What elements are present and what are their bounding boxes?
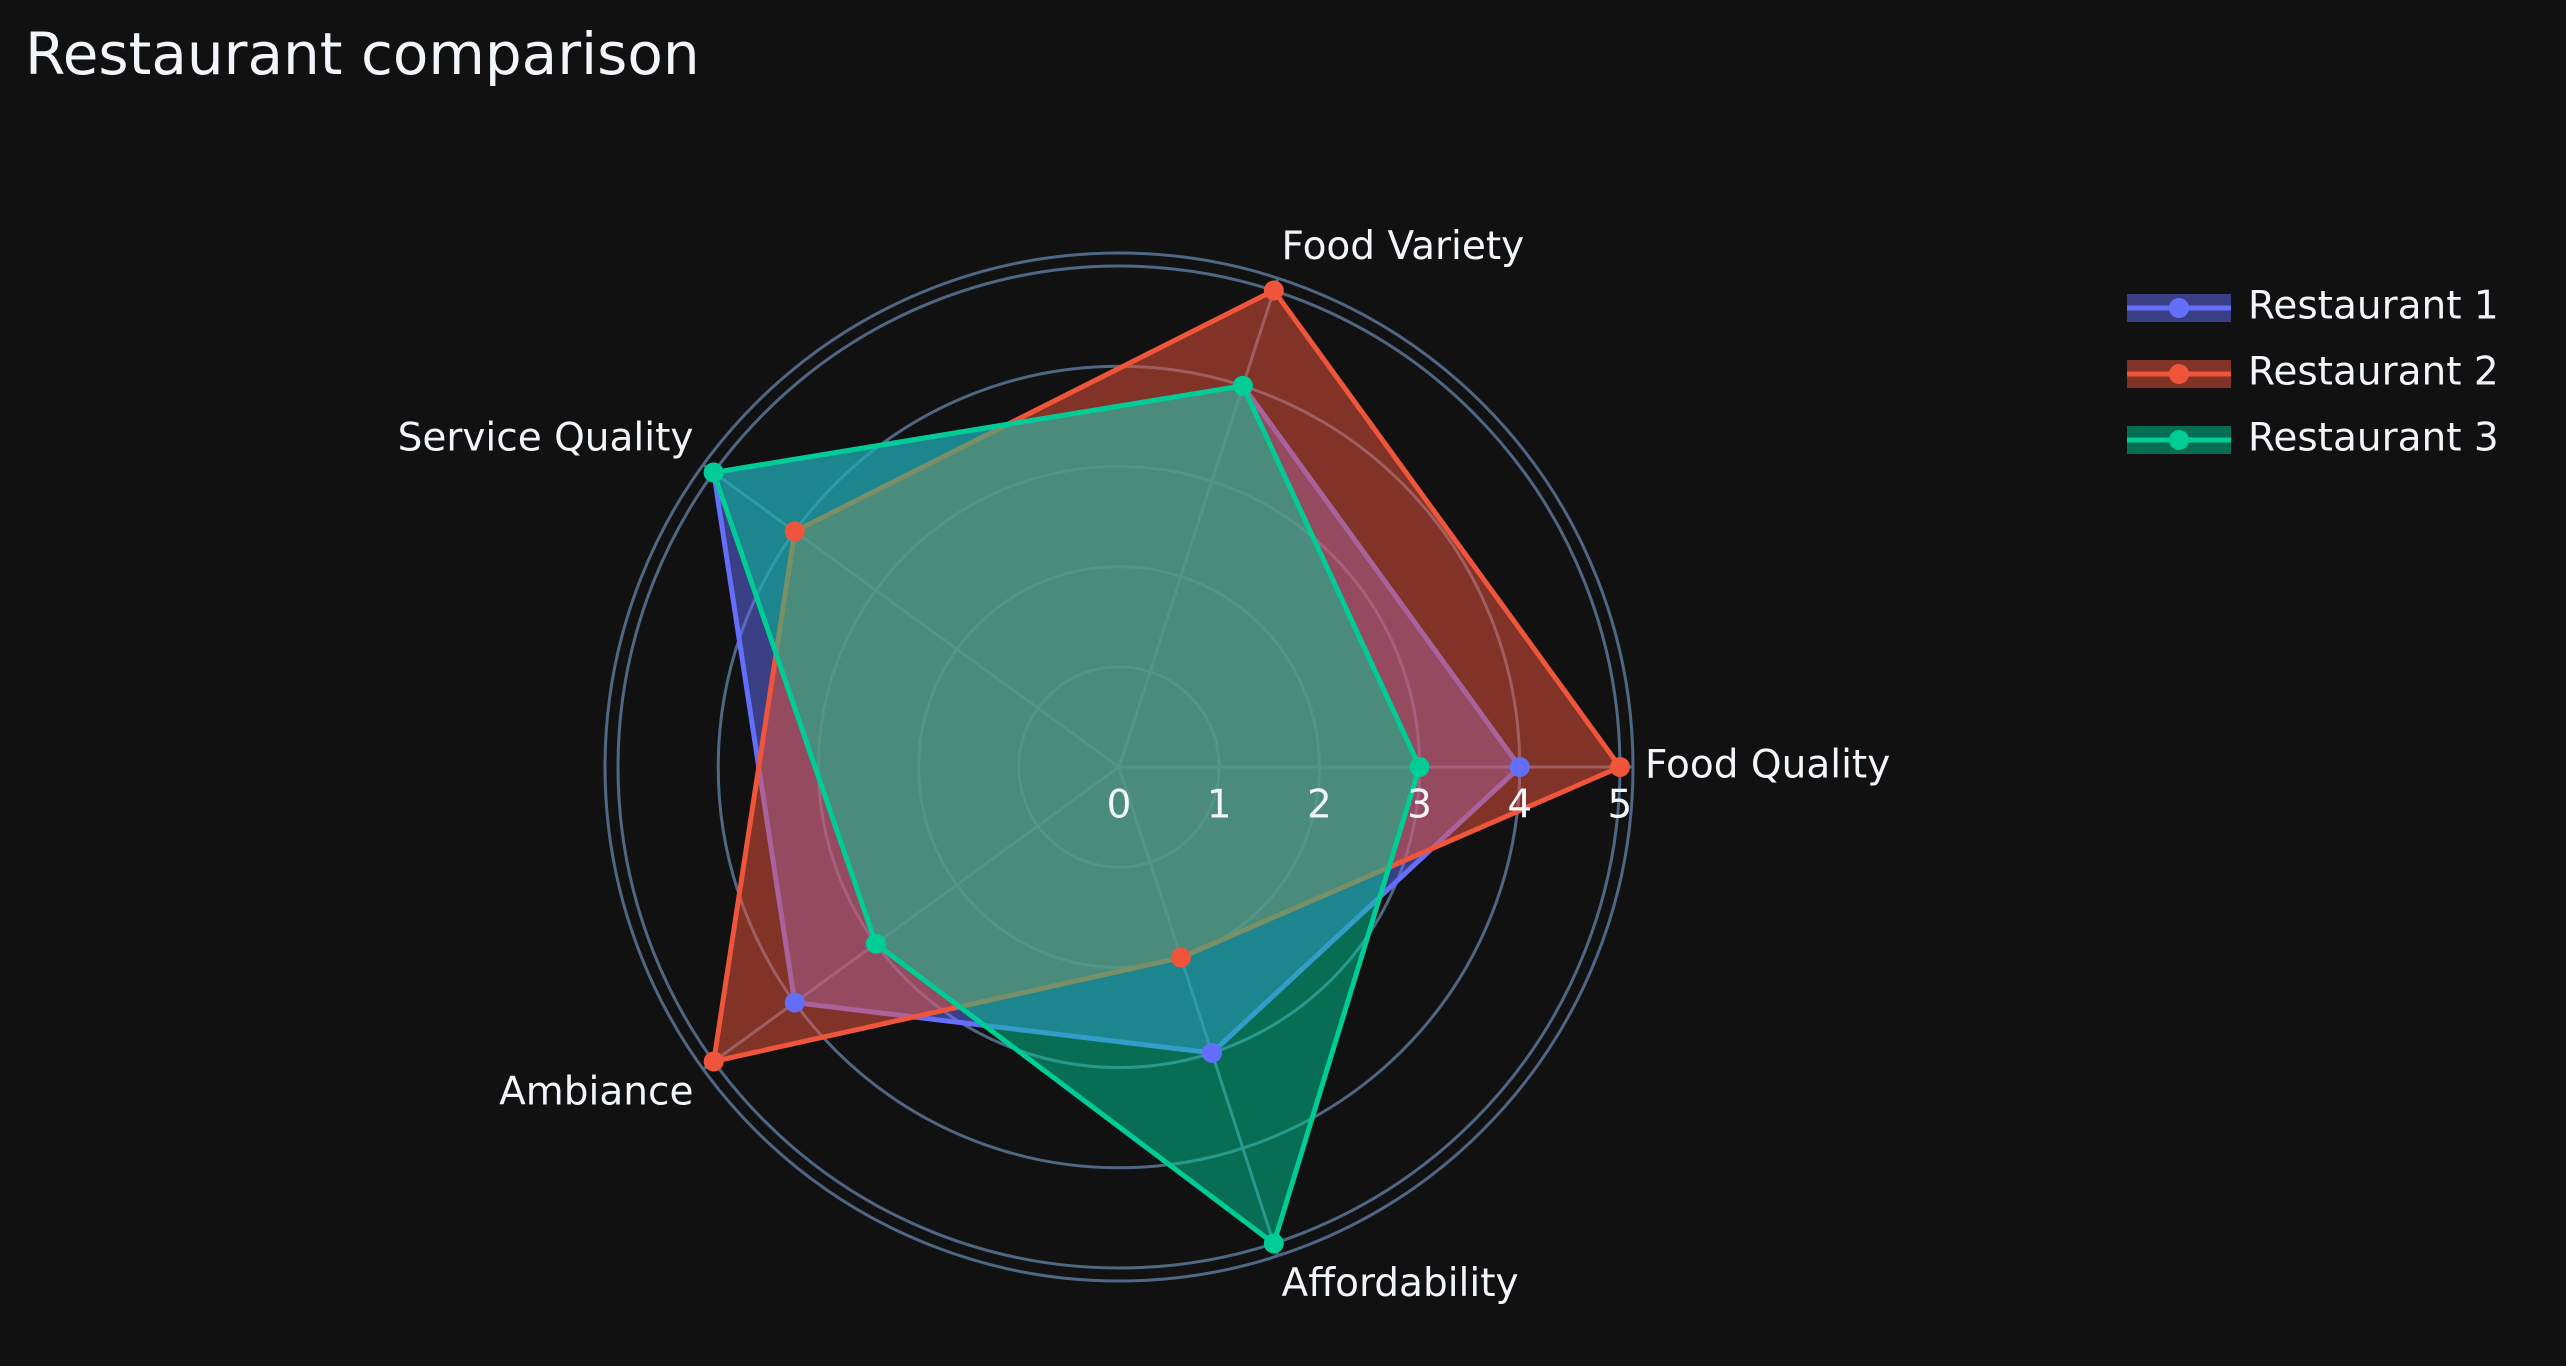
radial-tick-label: 3 [1407,783,1432,828]
data-point [1232,375,1253,396]
radial-tick-label: 4 [1507,783,1532,828]
data-point [784,521,805,542]
radial-tick-label: 1 [1207,783,1232,828]
radial-tick-label: 0 [1107,783,1132,828]
category-label: Service Quality [398,415,694,460]
radial-tick-label: 5 [1608,783,1633,828]
data-point [1263,1233,1284,1254]
data-point [703,462,724,483]
legend-marker [2169,298,2189,318]
data-point [1409,757,1430,777]
data-point [1201,1042,1222,1063]
legend-label: Restaurant 3 [2248,416,2499,461]
legend-marker [2169,364,2189,384]
category-label: Ambiance [499,1070,693,1115]
data-point [1609,757,1630,777]
category-label: Food Variety [1282,224,1525,269]
data-point [1170,947,1191,968]
legend-label: Restaurant 1 [2248,284,2499,329]
legend-label: Restaurant 2 [2248,350,2499,395]
category-label: Food Quality [1645,743,1890,788]
series-area [711,383,1423,1246]
data-point [865,933,886,954]
radial-tick-label: 2 [1307,783,1332,828]
category-label: Affordability [1282,1261,1519,1306]
legend-marker [2169,430,2189,450]
chart-title: Restaurant comparison [25,20,700,88]
data-point [703,1051,724,1072]
data-point [1509,757,1530,777]
data-point [1263,280,1284,301]
data-point [784,992,805,1013]
